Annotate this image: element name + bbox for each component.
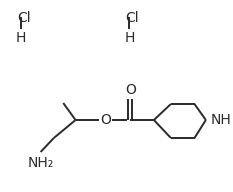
Text: O: O <box>100 113 111 127</box>
Text: H: H <box>16 31 26 45</box>
Text: NH₂: NH₂ <box>27 156 54 170</box>
Text: Cl: Cl <box>126 11 139 25</box>
Text: O: O <box>125 83 136 97</box>
Text: NH: NH <box>211 113 231 127</box>
Text: Cl: Cl <box>17 11 31 25</box>
Text: H: H <box>125 31 135 45</box>
